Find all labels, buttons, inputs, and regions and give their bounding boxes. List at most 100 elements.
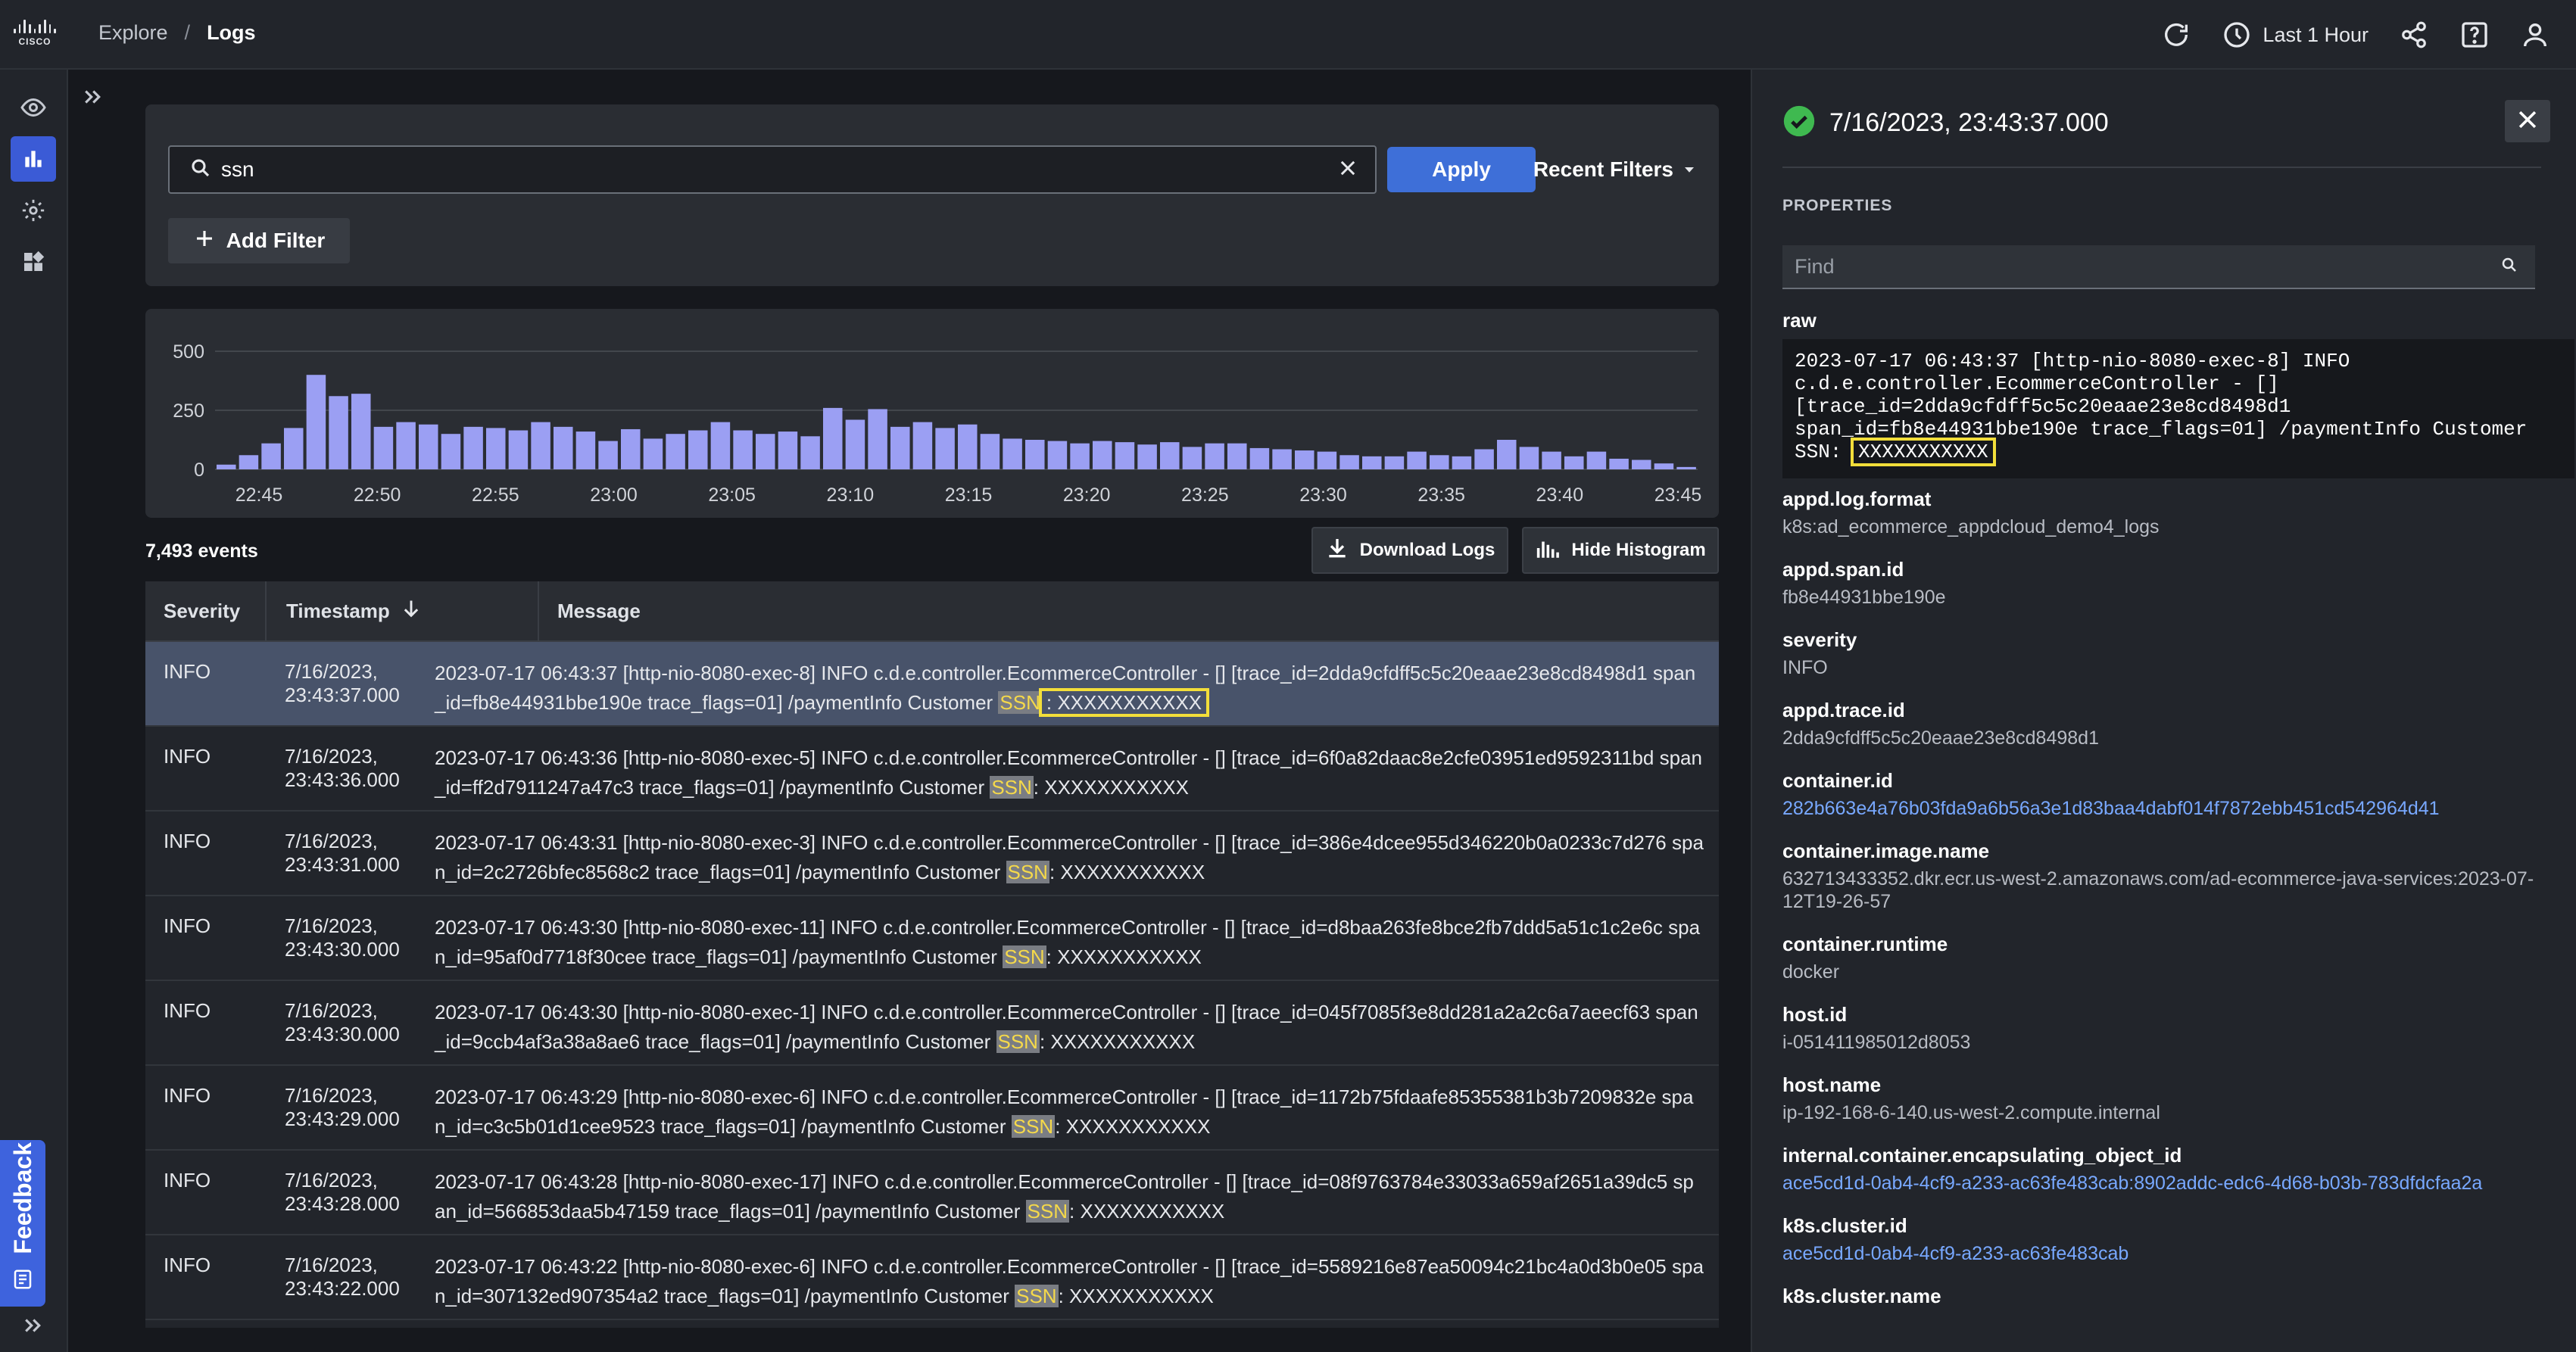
histogram-bar[interactable] [329, 396, 348, 469]
sort-arrow-down-icon[interactable] [401, 598, 422, 625]
histogram-bar[interactable] [1497, 440, 1517, 469]
histogram-bar[interactable] [1227, 443, 1247, 469]
histogram-bar[interactable] [1564, 456, 1584, 469]
table-row[interactable]: INFO 7/16/2023, 23:43:37.000 2023-07-17 06… [145, 642, 1719, 727]
histogram-bar[interactable] [935, 428, 955, 469]
download-logs-button[interactable]: Download Logs [1311, 527, 1508, 574]
histogram-bar[interactable] [733, 430, 753, 469]
histogram-bar[interactable] [1362, 456, 1382, 469]
find-input[interactable] [1795, 254, 2500, 279]
histogram-bar[interactable] [1182, 447, 1202, 469]
histogram-bar[interactable] [217, 464, 236, 469]
histogram-bar[interactable] [463, 426, 483, 469]
recent-filters-dropdown[interactable]: Recent Filters [1522, 147, 1696, 192]
histogram-bar[interactable] [1632, 459, 1651, 469]
histogram-bar[interactable] [306, 375, 326, 469]
histogram-bar[interactable] [1430, 455, 1449, 469]
histogram-bar[interactable] [823, 407, 843, 469]
histogram-bar[interactable] [1272, 449, 1292, 469]
table-row[interactable]: INFO 7/16/2023, 23:43:28.000 2023-07-17 06… [145, 1151, 1719, 1235]
table-row[interactable]: INFO 7/16/2023, 23:43:30.000 2023-07-17 06… [145, 896, 1719, 981]
histogram-bar[interactable] [1452, 456, 1472, 469]
histogram-bar[interactable] [1295, 450, 1315, 469]
histogram-bar[interactable] [958, 424, 978, 469]
table-row[interactable]: INFO 7/16/2023, 23:43:30.000 2023-07-17 06… [145, 981, 1719, 1066]
share-icon[interactable] [2396, 17, 2432, 53]
histogram-chart[interactable]: 500 250 0 22:45 22:50 22:55 23:00 23:05 23:10 23:… [145, 309, 1719, 518]
histogram-bar[interactable] [441, 434, 461, 469]
expand-panel-icon[interactable] [79, 83, 106, 111]
histogram-bar[interactable] [261, 443, 281, 469]
table-row[interactable]: INFO 7/16/2023, 23:43:22.000 2023-07-17 06… [145, 1235, 1719, 1320]
histogram-bar[interactable] [1474, 449, 1494, 469]
column-header-message[interactable]: Message [539, 581, 1719, 640]
histogram-bar[interactable] [1137, 444, 1157, 469]
user-icon[interactable] [2517, 17, 2553, 53]
column-header-severity[interactable]: Severity [145, 581, 267, 640]
apply-button[interactable]: Apply [1387, 147, 1536, 192]
histogram-bar[interactable] [1339, 455, 1359, 469]
histogram-bar[interactable] [575, 431, 596, 469]
rail-expand-icon[interactable] [21, 1314, 44, 1341]
histogram-bar[interactable] [1317, 451, 1337, 469]
histogram-bar[interactable] [1070, 443, 1090, 469]
histogram-bar[interactable] [373, 426, 394, 469]
column-header-timestamp[interactable]: Timestamp [267, 581, 539, 640]
histogram-bar[interactable] [778, 431, 798, 469]
histogram-bar[interactable] [1093, 441, 1112, 469]
add-filter-button[interactable]: Add Filter [168, 218, 350, 263]
histogram-bar[interactable] [980, 434, 1000, 469]
histogram-bar[interactable] [1047, 441, 1068, 469]
histogram-bar[interactable] [351, 394, 371, 469]
histogram-bar[interactable] [1609, 458, 1629, 469]
histogram-bar[interactable] [912, 422, 933, 469]
histogram-bar[interactable] [531, 422, 550, 469]
histogram-bar[interactable] [1160, 442, 1180, 469]
hide-histogram-button[interactable]: Hide Histogram [1522, 527, 1719, 574]
histogram-bar[interactable] [1115, 442, 1135, 469]
close-panel-button[interactable] [2505, 100, 2550, 142]
histogram-bar[interactable] [1586, 451, 1607, 469]
histogram-bar[interactable] [1407, 451, 1427, 469]
histogram-bar[interactable] [1542, 451, 1561, 469]
histogram-bar[interactable] [1519, 447, 1539, 469]
table-row[interactable]: INFO 7/16/2023, 23:43:29.000 2023-07-17 06… [145, 1066, 1719, 1151]
histogram-bar[interactable] [890, 426, 910, 469]
histogram-bar[interactable] [554, 426, 573, 469]
histogram-bar[interactable] [868, 409, 887, 469]
clear-search-icon[interactable] [1337, 157, 1358, 182]
histogram-bar[interactable] [239, 455, 259, 469]
histogram-bar[interactable] [508, 430, 529, 469]
clock-icon[interactable] [2219, 17, 2255, 53]
histogram-bar[interactable] [1025, 440, 1045, 469]
histogram-bar[interactable] [419, 424, 438, 469]
explore-chart-icon[interactable] [11, 136, 56, 182]
histogram-bar[interactable] [1205, 443, 1224, 469]
histogram-bar[interactable] [1249, 447, 1270, 469]
histogram-bar[interactable] [598, 441, 618, 469]
help-icon[interactable] [2456, 17, 2493, 53]
property-value[interactable]: ace5cd1d-0ab4-4cf9-a233-ac63fe483cab:890… [1782, 1173, 2483, 1194]
property-value[interactable]: ace5cd1d-0ab4-4cf9-a233-ac63fe483cab [1782, 1243, 2129, 1264]
histogram-bar[interactable] [800, 436, 820, 469]
property-value[interactable]: 282b663e4a76b03fda9a6b56a3e1d83baa4dabf0… [1782, 798, 2440, 819]
search-input[interactable] [221, 157, 1337, 182]
feedback-button[interactable]: Feedback [0, 1140, 45, 1307]
histogram-bar[interactable] [396, 422, 416, 469]
histogram-bar[interactable] [643, 438, 663, 469]
histogram-bar[interactable] [621, 428, 641, 469]
apps-grid-icon[interactable] [11, 239, 56, 285]
breadcrumb-explore[interactable]: Explore [98, 21, 168, 44]
eye-icon[interactable] [11, 85, 56, 130]
histogram-bar[interactable] [756, 434, 775, 469]
histogram-bar[interactable] [845, 419, 865, 469]
histogram-bar[interactable] [666, 434, 685, 469]
histogram-bar[interactable] [1676, 466, 1696, 469]
cisco-logo[interactable]: CISCO [13, 20, 57, 50]
time-range-selector[interactable]: Last 1 Hour [2263, 23, 2369, 46]
histogram-bar[interactable] [1654, 463, 1674, 469]
table-row[interactable]: INFO 7/16/2023, 23:43:31.000 2023-07-17 06… [145, 812, 1719, 896]
table-row[interactable]: INFO 7/16/2023, 23:43:36.000 2023-07-17 06… [145, 727, 1719, 812]
histogram-bar[interactable] [486, 428, 506, 469]
refresh-icon[interactable] [2158, 17, 2194, 53]
